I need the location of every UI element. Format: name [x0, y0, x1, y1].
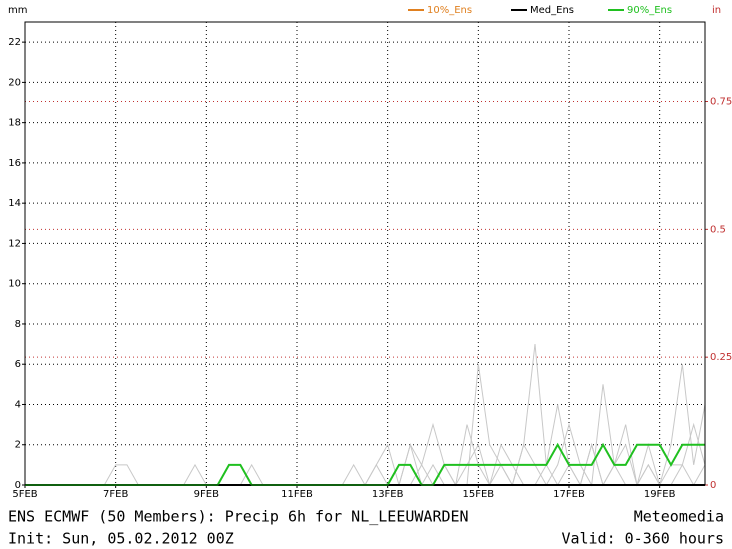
x-tick-label: 17FEB [553, 489, 585, 500]
y2-tick-label: 0.75 [710, 97, 732, 108]
y-tick-label: 12 [8, 238, 21, 249]
x-tick-label: 11FEB [281, 489, 313, 500]
valid-range: Valid: 0-360 hours [561, 530, 724, 548]
source: Meteomedia [634, 508, 724, 526]
init-time: Init: Sun, 05.02.2012 00Z [8, 530, 234, 548]
y-tick-label: 10 [8, 279, 21, 290]
x-tick-label: 15FEB [463, 489, 495, 500]
y-tick-label: 6 [15, 359, 21, 370]
x-tick-label: 9FEB [194, 489, 219, 500]
y2-axis-unit: in [712, 5, 721, 16]
y-tick-label: 22 [8, 37, 21, 48]
chart-title: ENS ECMWF (50 Members): Precip 6h for NL… [8, 508, 469, 526]
y2-tick-label: 0.5 [710, 224, 726, 235]
x-tick-label: 19FEB [644, 489, 676, 500]
y-tick-label: 14 [8, 198, 21, 209]
legend-label: Med_Ens [530, 5, 574, 16]
y-tick-label: 0 [15, 480, 21, 491]
x-tick-label: 7FEB [103, 489, 128, 500]
y2-tick-label: 0 [710, 480, 716, 491]
y-tick-label: 8 [15, 319, 21, 330]
y-tick-label: 18 [8, 118, 21, 129]
plot-frame [24, 21, 706, 486]
y-tick-label: 20 [8, 77, 21, 88]
y-tick-label: 4 [15, 399, 21, 410]
legend-label: 10%_Ens [427, 5, 472, 16]
plot-area [25, 22, 705, 485]
x-tick-label: 5FEB [12, 489, 37, 500]
y-tick-label: 16 [8, 158, 21, 169]
y-tick-label: 2 [15, 440, 21, 451]
y2-tick-label: 0.25 [710, 352, 732, 363]
y-axis-unit: mm [8, 5, 27, 16]
legend-label: 90%_Ens [627, 5, 672, 16]
x-tick-label: 13FEB [372, 489, 404, 500]
